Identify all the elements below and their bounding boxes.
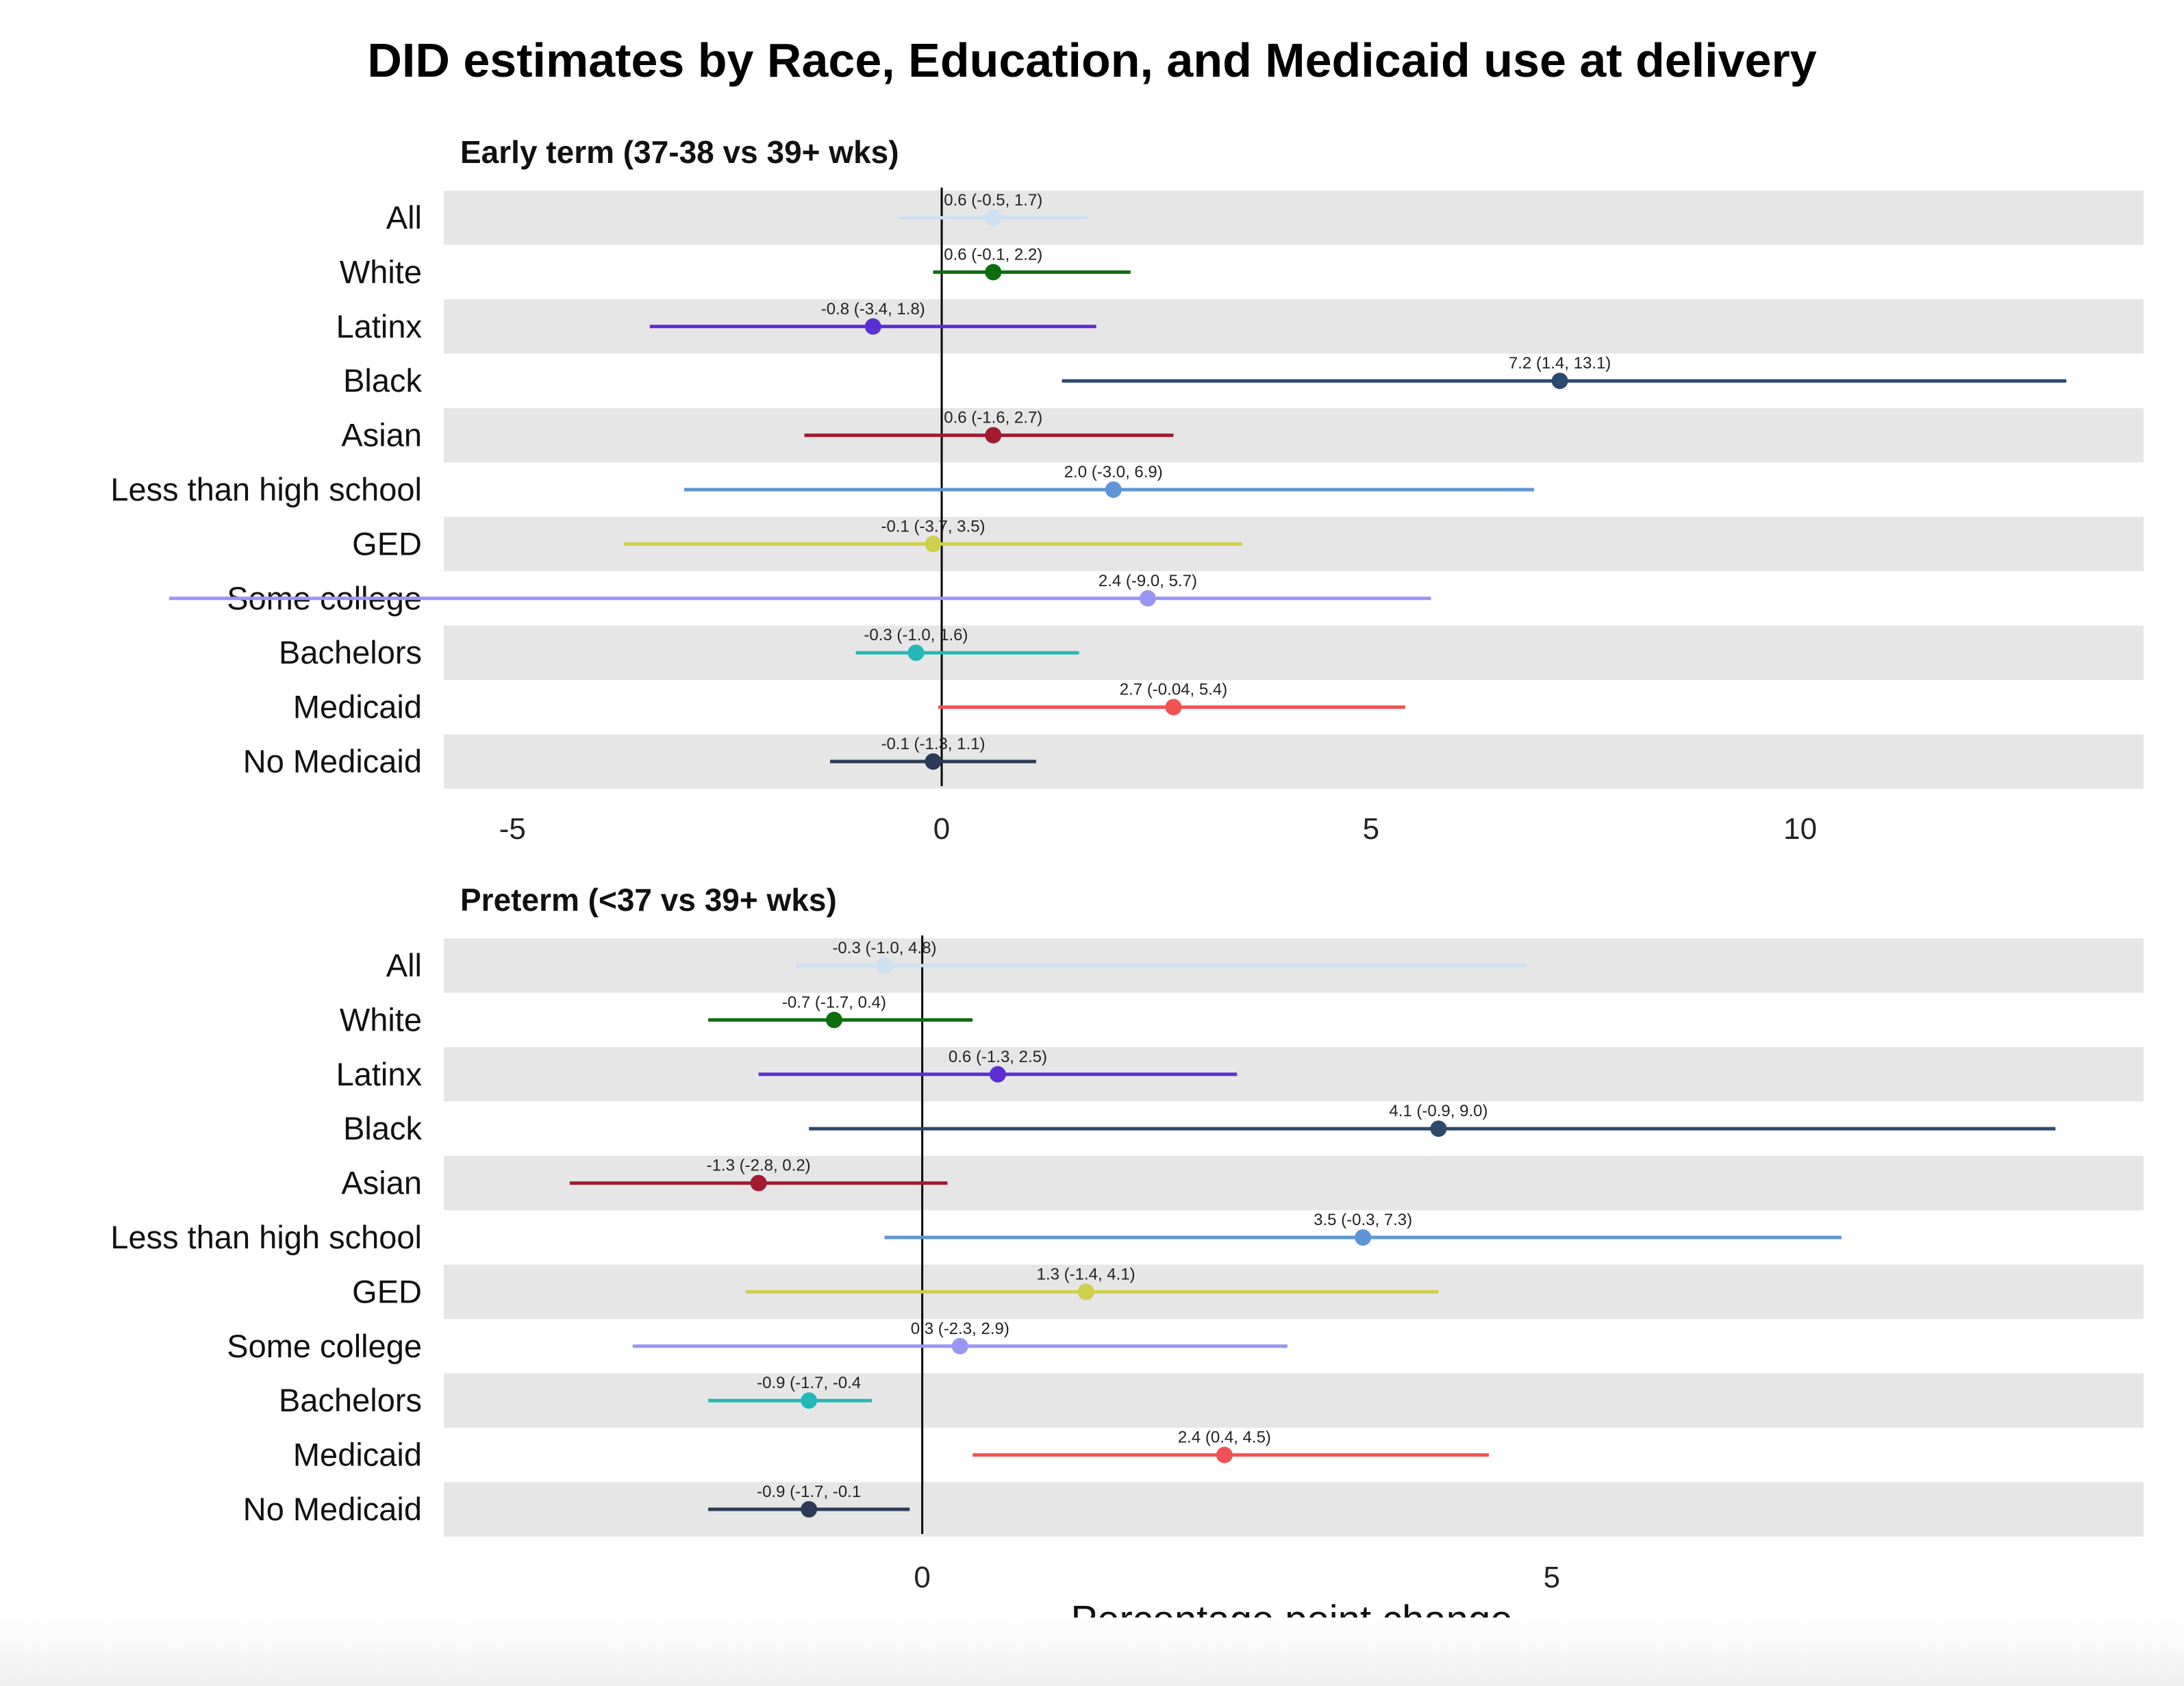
- estimate-point: [907, 644, 925, 662]
- point-label: -0.8 (-3.4, 1.8): [821, 300, 925, 318]
- point-label: 0.6 (-0.5, 1.7): [944, 191, 1042, 210]
- row-label: Bachelors: [279, 634, 422, 670]
- row-label: Some college: [227, 1328, 422, 1364]
- panel-title: Early term (37-38 vs 39+ wks): [460, 134, 899, 170]
- row-label: Black: [343, 1110, 422, 1146]
- x-tick-label: 5: [1363, 812, 1379, 846]
- point-label: -0.1 (-1.3, 1.1): [881, 735, 985, 753]
- row-band: [444, 1047, 2144, 1102]
- row-band: [444, 625, 2144, 680]
- estimate-point: [1430, 1120, 1447, 1137]
- x-tick-label: 0: [914, 1561, 930, 1594]
- estimate-point: [951, 1337, 968, 1355]
- row-band: [444, 190, 2144, 245]
- row-label: Black: [343, 362, 422, 399]
- point-label: 2.0 (-3.0, 6.9): [1064, 463, 1163, 481]
- panel-early-term: Early term (37-38 vs 39+ wks) All 0.6 (-0.…: [110, 134, 2144, 846]
- row-label: No Medicaid: [243, 1491, 422, 1527]
- row-label: All: [386, 947, 422, 983]
- row-band: [444, 1373, 2144, 1428]
- estimate-point: [876, 957, 893, 974]
- point-label: 0.6 (-1.3, 2.5): [949, 1048, 1047, 1066]
- point-label: 3.5 (-0.3, 7.3): [1314, 1211, 1412, 1229]
- estimate-point: [1165, 699, 1182, 716]
- point-label: 4.1 (-0.9, 9.0): [1389, 1102, 1488, 1120]
- point-label: -0.1 (-3.7, 3.5): [881, 517, 985, 536]
- x-tick-label: 0: [933, 812, 950, 846]
- estimate-point: [1077, 1283, 1094, 1300]
- point-label: -1.3 (-2.8, 0.2): [707, 1157, 811, 1175]
- estimate-point: [985, 210, 1002, 226]
- x-tick-label: 5: [1544, 1561, 1560, 1594]
- estimate-point: [1551, 373, 1568, 390]
- row-label: Medicaid: [293, 689, 422, 725]
- panel-preterm: Preterm (<37 vs 39+ wks) All -0.3 (-1.0, 4…: [110, 882, 2144, 1594]
- estimate-point: [825, 1011, 842, 1029]
- row-label: Latinx: [336, 1056, 422, 1092]
- estimate-point: [1105, 481, 1122, 498]
- estimate-point: [925, 536, 942, 553]
- point-label: 1.3 (-1.4, 4.1): [1037, 1265, 1135, 1283]
- point-label: 0.3 (-2.3, 2.9): [911, 1320, 1009, 1338]
- row-label: Asian: [341, 417, 422, 453]
- point-label: -0.9 (-1.7, -0.4: [757, 1374, 861, 1392]
- estimate-point: [1355, 1229, 1372, 1246]
- row-band: [444, 407, 2144, 463]
- x-tick-label: 10: [1783, 812, 1817, 846]
- row-label: White: [340, 253, 422, 290]
- x-tick-label: -5: [499, 812, 526, 846]
- row-band: [444, 1482, 2144, 1537]
- row-label: GED: [352, 1273, 422, 1309]
- estimate-point: [864, 318, 881, 335]
- point-label: 2.4 (0.4, 4.5): [1178, 1429, 1271, 1447]
- estimate-point: [985, 264, 1002, 281]
- point-label: -0.3 (-1.0, 1.6): [864, 626, 968, 644]
- row-label: GED: [352, 525, 422, 562]
- panel-title: Preterm (<37 vs 39+ wks): [460, 882, 837, 918]
- row-band: [444, 734, 2144, 789]
- point-label: -0.7 (-1.7, 0.4): [782, 993, 886, 1011]
- point-label: 0.6 (-1.6, 2.7): [944, 409, 1042, 427]
- point-label: 2.7 (-0.04, 5.4): [1120, 681, 1227, 699]
- row-label: Less than high school: [110, 471, 422, 507]
- point-label: 7.2 (1.4, 13.1): [1509, 354, 1611, 373]
- estimate-point: [989, 1066, 1006, 1083]
- bottom-fade: [0, 1618, 2184, 1686]
- estimate-point: [801, 1392, 818, 1409]
- row-label: Asian: [341, 1165, 422, 1201]
- estimate-point: [925, 753, 942, 770]
- row-label: All: [386, 199, 422, 236]
- point-label: -0.3 (-1.0, 4.8): [832, 939, 936, 957]
- estimate-point: [985, 427, 1002, 444]
- estimate-point: [1139, 590, 1156, 607]
- row-label: No Medicaid: [243, 743, 422, 779]
- estimate-point: [801, 1501, 818, 1518]
- point-label: 0.6 (-0.1, 2.2): [944, 245, 1042, 264]
- estimate-point: [1216, 1446, 1233, 1463]
- estimate-point: [750, 1174, 767, 1192]
- point-label: -0.9 (-1.7, -0.1: [757, 1483, 861, 1501]
- point-label: 2.4 (-9.0, 5.7): [1099, 572, 1197, 590]
- chart-title: DID estimates by Race, Education, and Me…: [367, 34, 1817, 87]
- row-label: Bachelors: [279, 1382, 422, 1418]
- row-label: Less than high school: [110, 1219, 422, 1255]
- row-label: Medicaid: [293, 1437, 422, 1473]
- row-label: Latinx: [336, 308, 422, 344]
- row-label: White: [340, 1001, 422, 1037]
